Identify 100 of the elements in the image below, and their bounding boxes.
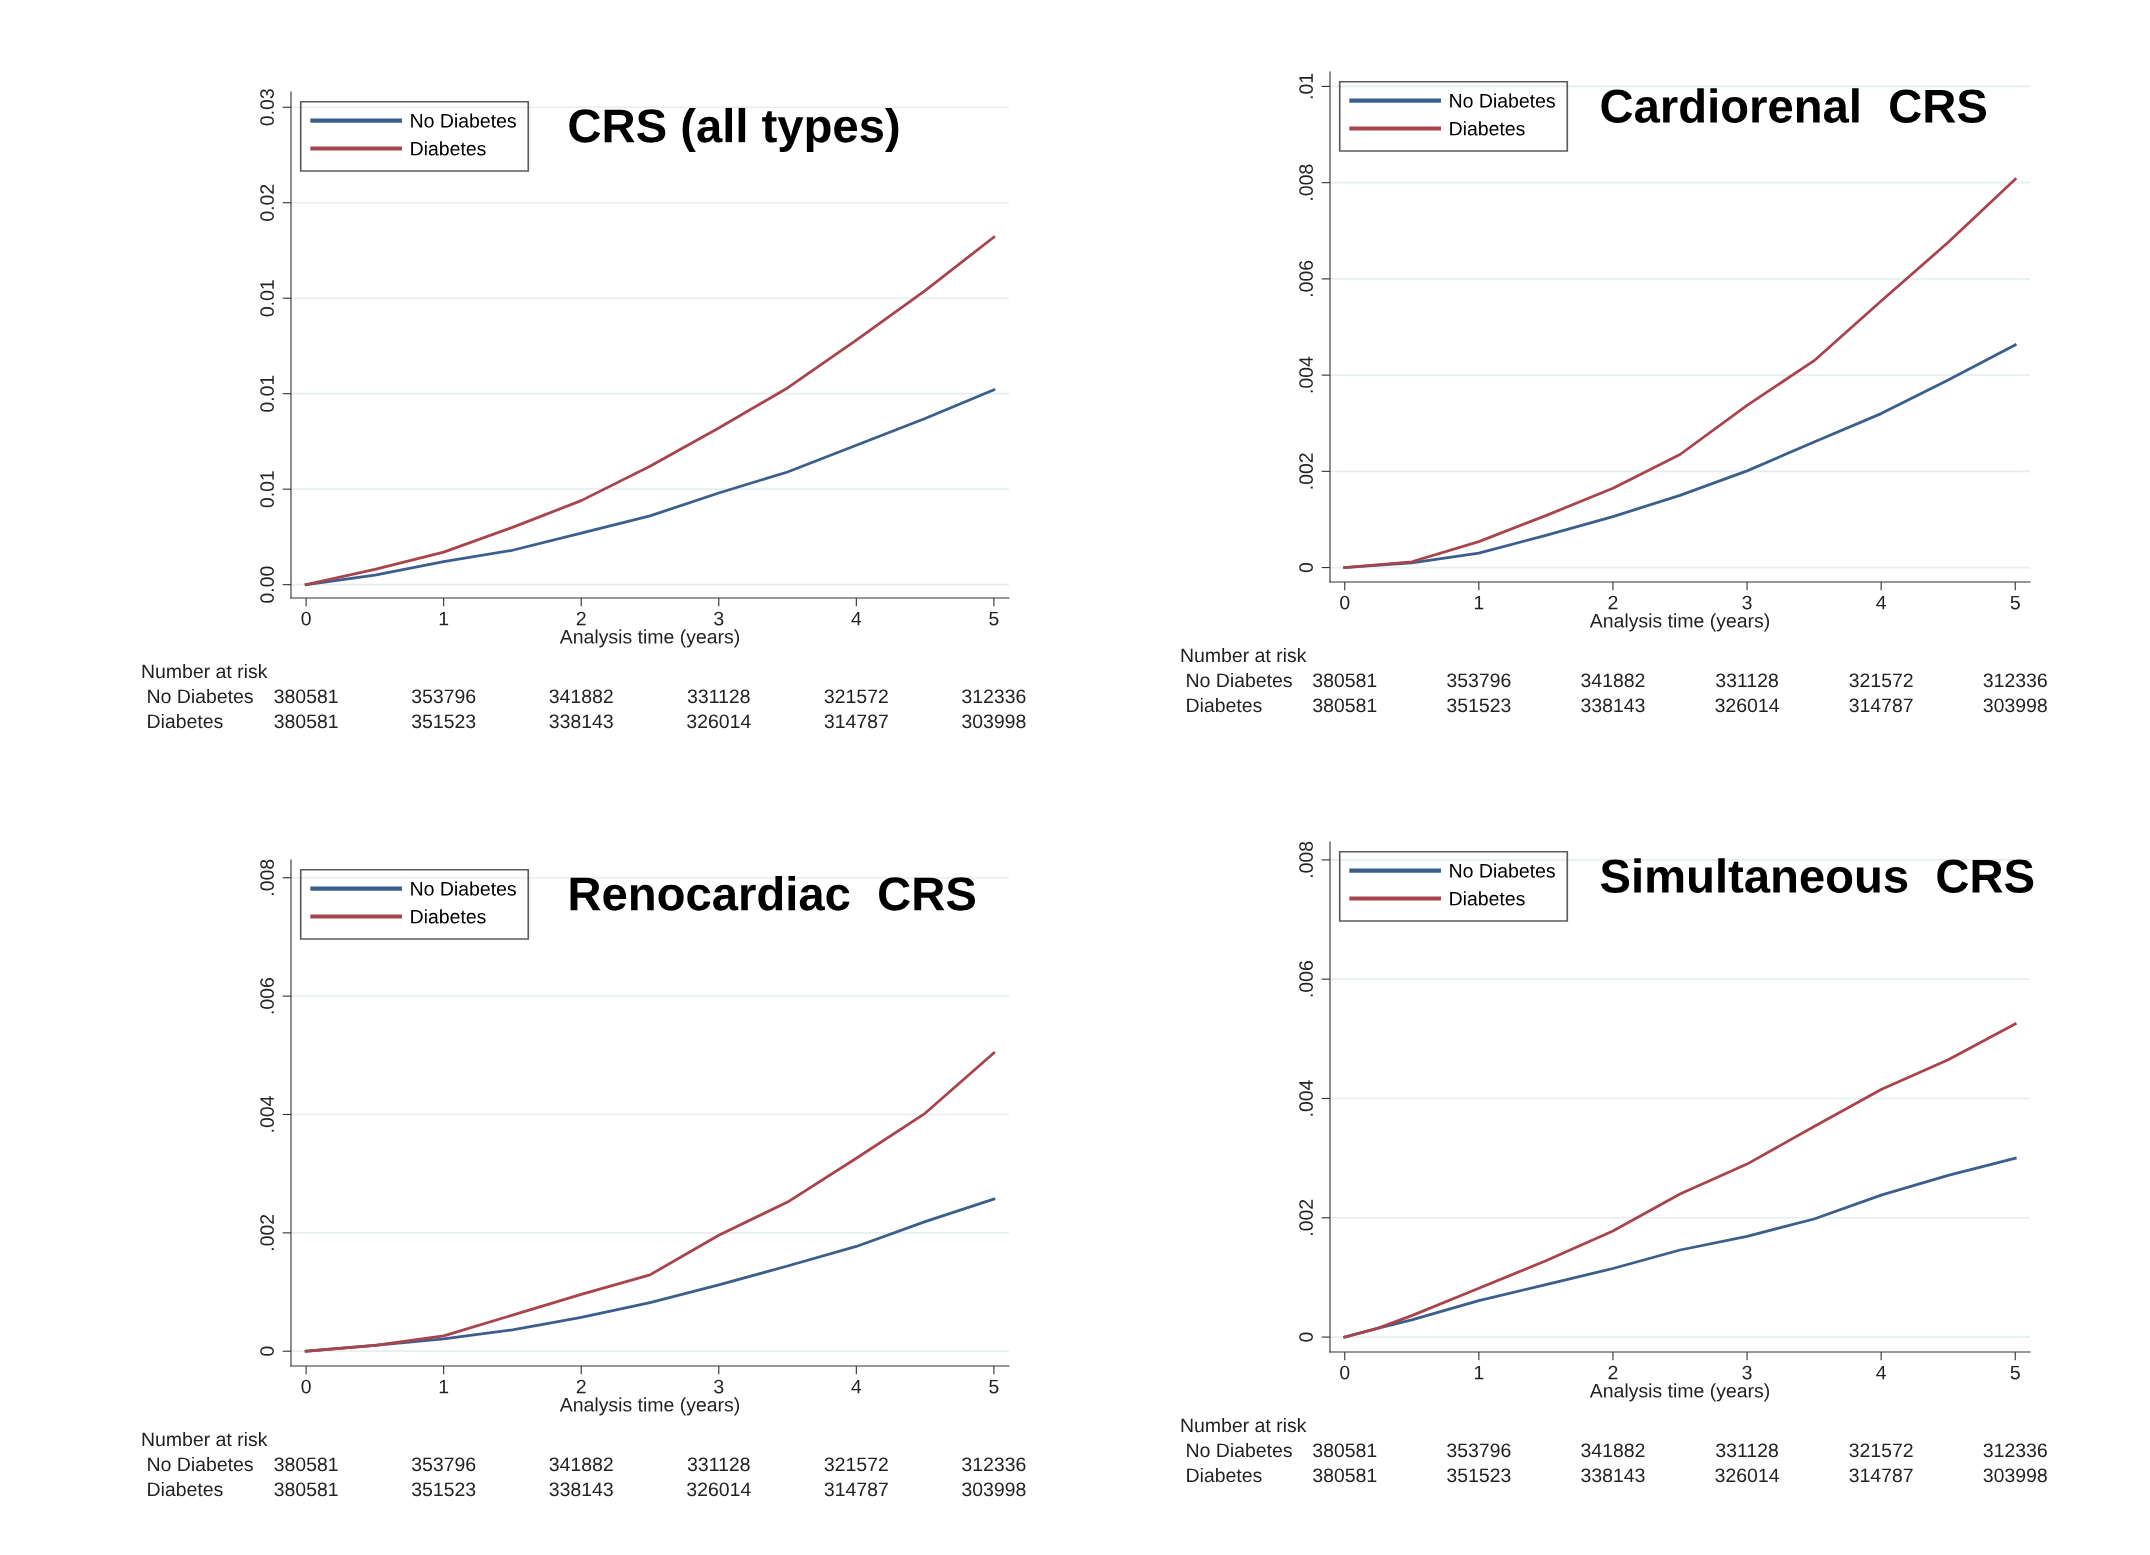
text: 331128 xyxy=(1716,1443,1778,1458)
text: 303998 xyxy=(962,714,1026,729)
chart-title: Cardiorenal CRS xyxy=(1601,88,1987,123)
x-tick-label: 1 xyxy=(439,611,449,626)
text: 380581 xyxy=(1313,1443,1377,1458)
legend-label: Diabetes xyxy=(1450,891,1525,906)
x-tick-label: 3 xyxy=(1742,595,1752,610)
text: 380581 xyxy=(274,1457,338,1472)
x-tick-label: 1 xyxy=(1474,595,1484,610)
x-tick-label: 1 xyxy=(439,1379,449,1394)
text: 303998 xyxy=(1983,1468,2047,1483)
text: 351523 xyxy=(411,714,476,729)
x-tick-label: 0 xyxy=(301,1379,311,1394)
legend-label: Diabetes xyxy=(411,141,486,156)
x-tick-label: 1 xyxy=(1474,1365,1484,1380)
text: 331128 xyxy=(1716,673,1778,688)
text: 312336 xyxy=(962,689,1026,704)
y-tick-label: .006 xyxy=(1299,961,1313,997)
y-tick-label: .004 xyxy=(1299,1080,1313,1116)
x-tick-label: 5 xyxy=(2010,595,2020,610)
text: 321572 xyxy=(1849,1443,1913,1458)
text: 353796 xyxy=(411,689,476,704)
x-tick-label: 3 xyxy=(714,1379,724,1394)
x-tick-label: 3 xyxy=(714,611,724,626)
x-tick-label: 5 xyxy=(989,611,999,626)
text: 321572 xyxy=(824,689,888,704)
text: No Diabetes xyxy=(1187,672,1292,688)
line-series xyxy=(304,235,996,587)
x-tick-label: 0 xyxy=(301,611,311,626)
text: No Diabetes xyxy=(148,688,253,704)
x-tick-label: 2 xyxy=(1608,1365,1618,1380)
text: 353796 xyxy=(1447,1443,1511,1458)
line-series xyxy=(1343,177,2017,569)
text: Diabetes xyxy=(1187,1467,1262,1483)
text: 303998 xyxy=(1983,698,2047,713)
text: 312336 xyxy=(962,1457,1026,1472)
legend-label: No Diabetes xyxy=(1450,93,1555,108)
y-tick-label: 0.00 xyxy=(260,566,274,603)
x-tick-label: 2 xyxy=(576,611,586,626)
x-axis-title: Analysis time (years) xyxy=(1589,1383,1770,1402)
legend-label: No Diabetes xyxy=(1450,863,1555,878)
y-tick-label: .002 xyxy=(1299,453,1313,489)
x-tick-label: 2 xyxy=(1608,595,1618,610)
y-tick-label: .008 xyxy=(1299,841,1313,878)
text: 331128 xyxy=(687,689,750,704)
y-tick-label: 0.01 xyxy=(260,471,274,508)
text: Diabetes xyxy=(148,1481,223,1497)
y-tick-label: 0.01 xyxy=(260,375,274,412)
line-series xyxy=(1343,1022,2017,1339)
y-tick-label: 0 xyxy=(1299,1332,1313,1342)
text: Number at risk xyxy=(142,1431,268,1447)
y-tick-label: .002 xyxy=(1299,1199,1313,1235)
text: 338143 xyxy=(549,714,613,729)
x-tick-label: 5 xyxy=(2010,1365,2020,1380)
text: 380581 xyxy=(1313,698,1377,713)
y-tick-label: 0 xyxy=(260,1346,274,1356)
y-tick-label: .008 xyxy=(260,859,274,895)
text: 314787 xyxy=(1849,698,1913,713)
y-tick-label: .004 xyxy=(260,1096,274,1132)
legend-label: Diabetes xyxy=(1450,121,1525,136)
text: 351523 xyxy=(1447,698,1511,713)
text: 353796 xyxy=(411,1457,476,1472)
legend-label: No Diabetes xyxy=(411,881,516,896)
y-tick-label: 0.03 xyxy=(260,89,274,126)
text: Number at risk xyxy=(1181,647,1307,663)
x-axis-title: Analysis time (years) xyxy=(1589,613,1770,632)
y-tick-label: .01 xyxy=(1299,73,1313,99)
text: 321572 xyxy=(1849,673,1913,688)
text: 331128 xyxy=(687,1457,750,1472)
text: Diabetes xyxy=(1187,697,1262,713)
chart-title: Renocardiac CRS xyxy=(570,875,975,911)
x-axis-title: Analysis time (years) xyxy=(559,629,740,648)
y-tick-label: .002 xyxy=(260,1214,274,1250)
y-tick-label: .006 xyxy=(260,978,274,1014)
text: 338143 xyxy=(1581,1468,1645,1483)
chart-title: Simultaneous CRS xyxy=(1600,858,2034,893)
text: 380581 xyxy=(274,1482,338,1497)
text: 351523 xyxy=(1447,1468,1511,1483)
y-tick-label: 0.01 xyxy=(260,280,274,317)
text: 326014 xyxy=(687,1482,751,1497)
text: Number at risk xyxy=(142,663,268,679)
text: 380581 xyxy=(1313,673,1377,688)
x-tick-label: 2 xyxy=(576,1379,586,1394)
x-tick-label: 0 xyxy=(1340,595,1350,610)
text: 326014 xyxy=(1715,1468,1779,1483)
text: 341882 xyxy=(549,689,613,704)
x-tick-label: 4 xyxy=(851,1379,862,1394)
text: 338143 xyxy=(1581,698,1645,713)
text: Diabetes xyxy=(148,713,223,729)
x-tick-label: 5 xyxy=(989,1379,999,1394)
y-tick-label: .006 xyxy=(1299,260,1313,297)
text: 380581 xyxy=(274,714,338,729)
text: 312336 xyxy=(1983,673,2047,688)
y-tick-label: 0.02 xyxy=(260,184,274,221)
line-series xyxy=(304,1051,996,1353)
y-tick-label: 0 xyxy=(1299,562,1313,573)
y-tick-label: .008 xyxy=(1299,164,1313,200)
text: No Diabetes xyxy=(1187,1442,1292,1458)
text: 341882 xyxy=(1581,673,1645,688)
text: Number at risk xyxy=(1181,1417,1307,1433)
